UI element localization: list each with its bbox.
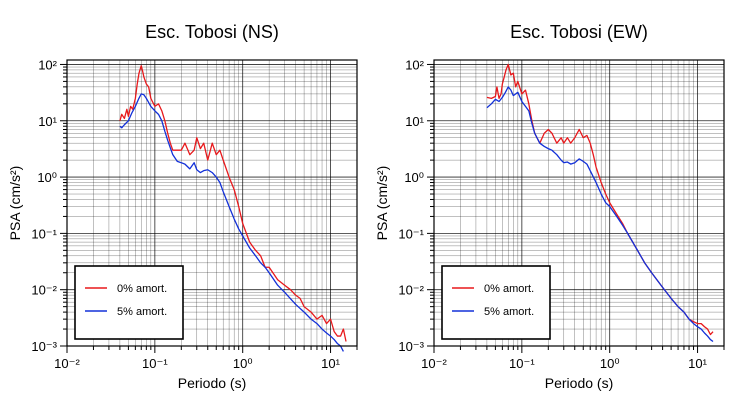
x-tick-label: 10⁻² [421, 356, 447, 371]
y-tick-label: 10⁻¹ [31, 226, 57, 241]
panel-ns: Esc. Tobosi (NS) Periodo (s) PSA (cm/s²)… [7, 22, 358, 391]
legend-label-damped: 5% amort. [117, 306, 167, 318]
legend-box [74, 265, 184, 340]
x-tick-label: 10⁻¹ [509, 356, 535, 371]
x-tick-label: 10¹ [688, 356, 707, 371]
y-tick-label: 10⁻¹ [398, 226, 424, 241]
legend-label-undamped: 0% amort. [117, 283, 167, 295]
panel-ew: Esc. Tobosi (EW) Periodo (s) PSA (cm/s²)… [374, 22, 725, 391]
y-axis-label: PSA (cm/s²) [7, 166, 23, 241]
chart-title: Esc. Tobosi (EW) [510, 22, 648, 42]
y-tick-label: 10¹ [405, 114, 424, 129]
y-tick-label: 10⁻³ [398, 339, 424, 354]
legend-label-undamped: 0% amort. [484, 283, 534, 295]
x-tick-label: 10⁰ [233, 356, 253, 371]
y-tick-label: 10⁻³ [31, 339, 57, 354]
y-tick-label: 10⁻² [398, 283, 424, 298]
legend: 0% amort. 5% amort. [74, 265, 184, 340]
series-line-damped [486, 86, 714, 343]
x-tick-label: 10¹ [321, 356, 340, 371]
plot-frame [433, 59, 725, 347]
legend-box [441, 265, 551, 340]
x-axis-label: Periodo (s) [545, 375, 613, 391]
x-axis-label: Periodo (s) [178, 375, 246, 391]
y-tick-label: 10¹ [38, 114, 57, 129]
series-line-undamped [119, 65, 347, 342]
y-tick-label: 10⁰ [37, 170, 57, 185]
plot-frame [66, 59, 358, 347]
x-tick-label: 10⁻² [54, 356, 80, 371]
y-axis-label: PSA (cm/s²) [374, 166, 390, 241]
x-tick-label: 10⁰ [600, 356, 620, 371]
y-tick-label: 10⁰ [404, 170, 424, 185]
series-line-damped [119, 93, 344, 352]
legend: 0% amort. 5% amort. [441, 265, 551, 340]
x-tick-label: 10⁻¹ [142, 356, 168, 371]
y-tick-label: 10² [405, 57, 424, 72]
chart-title: Esc. Tobosi (NS) [145, 22, 279, 42]
legend-label-damped: 5% amort. [484, 306, 534, 318]
y-tick-label: 10² [38, 57, 57, 72]
y-tick-label: 10⁻² [31, 283, 57, 298]
